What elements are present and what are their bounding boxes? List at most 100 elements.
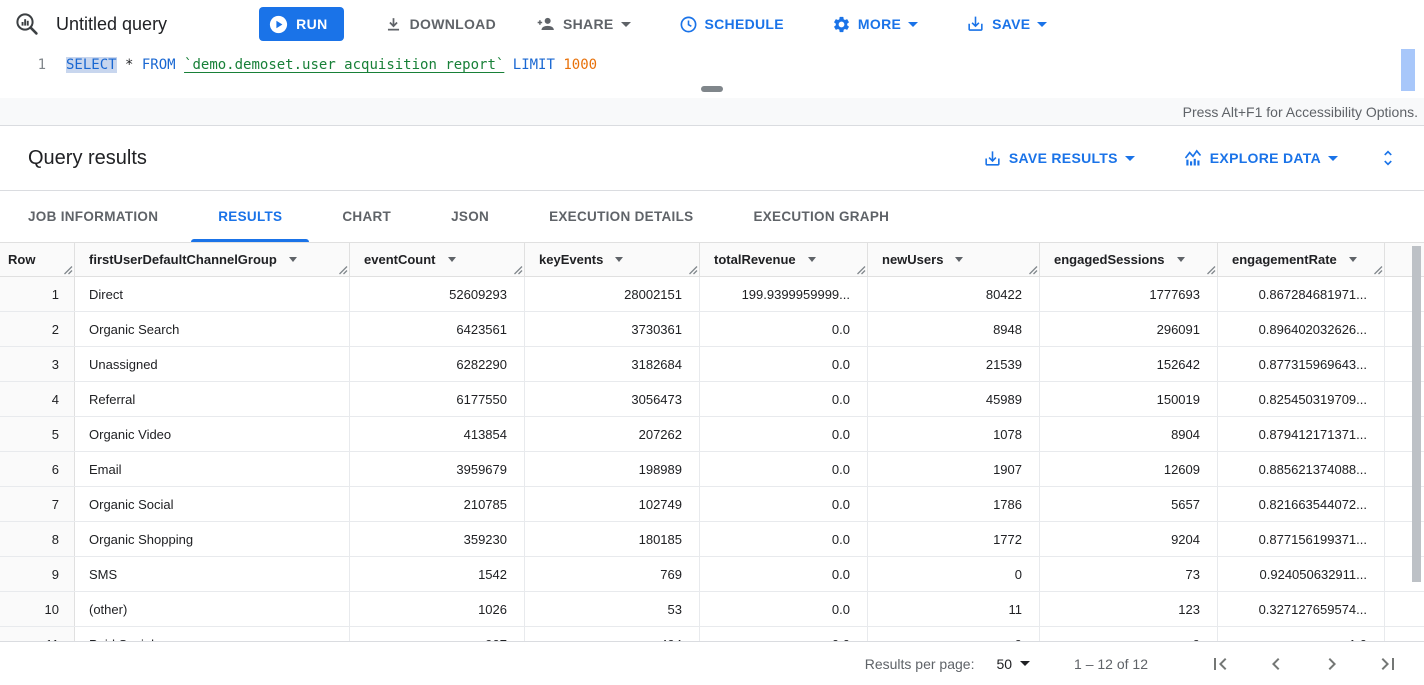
column-label: newUsers	[882, 252, 944, 267]
new-users-cell: 1907	[868, 452, 1040, 486]
table-row: 11 Paid Social 907 494 0.0 9 9 1.0	[0, 627, 1424, 641]
first-page-button[interactable]	[1208, 652, 1232, 676]
column-resize-grip[interactable]	[513, 265, 523, 275]
download-button[interactable]: DOWNLOAD	[384, 15, 496, 34]
table-row: 6 Email 3959679 198989 0.0 1907 12609 0.…	[0, 452, 1424, 487]
chevron-right-icon	[1328, 657, 1336, 670]
tab-job-information[interactable]: JOB INFORMATION	[0, 191, 188, 242]
query-editor-toolbar: Untitled query RUN DOWNLOAD SHARE SCHEDU…	[0, 0, 1424, 48]
share-button[interactable]: SHARE	[536, 14, 631, 34]
column-resize-grip[interactable]	[688, 265, 698, 275]
tab-results[interactable]: RESULTS	[188, 191, 312, 242]
column-header: Row	[0, 243, 75, 276]
column-menu-caret[interactable]	[1176, 257, 1185, 262]
line-number: 1	[37, 57, 46, 73]
table-scrollbar-thumb[interactable]	[1412, 246, 1421, 582]
column-resize-grip[interactable]	[1373, 265, 1383, 275]
share-dropdown-caret	[620, 21, 631, 27]
column-menu-caret[interactable]	[955, 257, 964, 262]
column-menu-caret[interactable]	[288, 257, 297, 262]
editor-scrollbar-thumb[interactable]	[1401, 49, 1415, 91]
save-button[interactable]: SAVE	[966, 15, 1048, 34]
channel-group-cell: SMS	[75, 557, 350, 591]
explore-data-label: EXPLORE DATA	[1209, 150, 1321, 166]
column-header: engagementRate	[1218, 243, 1385, 276]
engaged-sessions-cell: 12609	[1040, 452, 1218, 486]
sql-keyword-limit: LIMIT	[512, 57, 555, 73]
schedule-button-label: SCHEDULE	[704, 16, 784, 32]
save-results-icon	[985, 150, 1000, 166]
row-number-cell: 5	[0, 417, 75, 451]
column-resize-grip[interactable]	[338, 265, 348, 275]
column-resize-grip[interactable]	[1206, 265, 1216, 275]
row-number-cell: 10	[0, 592, 75, 626]
column-menu-caret[interactable]	[807, 257, 816, 262]
key-events-cell: 3730361	[525, 312, 700, 346]
page-size-caret	[1020, 661, 1031, 666]
total-revenue-cell: 0.0	[700, 627, 868, 641]
tab-execution-details[interactable]: EXECUTION DETAILS	[519, 191, 723, 242]
explore-data-button[interactable]: EXPLORE DATA	[1183, 148, 1338, 168]
channel-group-cell: Organic Search	[75, 312, 350, 346]
new-users-cell: 45989	[868, 382, 1040, 416]
query-results-header: Query results SAVE RESULTS EXPLORE DATA	[0, 126, 1424, 191]
key-events-cell: 3182684	[525, 347, 700, 381]
table-body: 1 Direct 52609293 28002151 199.939995999…	[0, 277, 1424, 641]
column-label: Row	[8, 252, 36, 267]
run-button[interactable]: RUN	[259, 7, 344, 41]
key-events-cell: 180185	[525, 522, 700, 556]
engagement-rate-cell: 0.327127659574...	[1218, 592, 1385, 626]
table-row: 9 SMS 1542 769 0.0 0 73 0.924050632911..…	[0, 557, 1424, 592]
more-dropdown-caret	[908, 21, 919, 27]
event-count-cell: 3959679	[350, 452, 525, 486]
query-title: Untitled query	[56, 13, 168, 34]
new-users-cell: 8948	[868, 312, 1040, 346]
event-count-cell: 210785	[350, 487, 525, 521]
tab-json[interactable]: JSON	[421, 191, 519, 242]
engaged-sessions-cell: 9	[1040, 627, 1218, 641]
column-resize-grip[interactable]	[1028, 265, 1038, 275]
results-tabs: JOB INFORMATION RESULTS CHART JSON EXECU…	[0, 191, 1424, 242]
total-revenue-cell: 0.0	[700, 382, 868, 416]
column-label: eventCount	[364, 252, 436, 267]
tab-chart[interactable]: CHART	[312, 191, 421, 242]
accessibility-bar: Press Alt+F1 for Accessibility Options.	[0, 86, 1424, 126]
row-number-cell: 6	[0, 452, 75, 486]
column-menu-caret[interactable]	[615, 257, 624, 262]
expand-results-button[interactable]	[1378, 147, 1398, 169]
row-number-cell: 9	[0, 557, 75, 591]
column-menu-caret[interactable]	[1348, 257, 1357, 262]
tab-execution-graph[interactable]: EXECUTION GRAPH	[723, 191, 919, 242]
engaged-sessions-cell: 123	[1040, 592, 1218, 626]
last-page-button[interactable]	[1376, 652, 1400, 676]
column-menu-caret[interactable]	[447, 257, 456, 262]
channel-group-cell: Organic Social	[75, 487, 350, 521]
previous-page-button[interactable]	[1264, 652, 1288, 676]
pane-resize-handle[interactable]	[701, 86, 723, 92]
next-page-button[interactable]	[1320, 652, 1344, 676]
column-resize-grip[interactable]	[63, 265, 73, 275]
sql-table-reference-link[interactable]: `demo.demoset.user_acquisition_report`	[184, 57, 505, 73]
engaged-sessions-cell: 1777693	[1040, 277, 1218, 311]
row-number-cell: 3	[0, 347, 75, 381]
column-label: engagementRate	[1232, 252, 1337, 267]
channel-group-cell: Referral	[75, 382, 350, 416]
save-results-button[interactable]: SAVE RESULTS	[983, 149, 1135, 168]
page-size-select[interactable]: 50	[996, 655, 1031, 672]
table-row: 1 Direct 52609293 28002151 199.939995999…	[0, 277, 1424, 312]
key-events-cell: 494	[525, 627, 700, 641]
channel-group-cell: (other)	[75, 592, 350, 626]
page-size-value: 50	[996, 655, 1013, 672]
sql-limit-value: 1000	[563, 57, 598, 73]
more-button[interactable]: MORE	[832, 15, 919, 34]
sql-code-line[interactable]: SELECT * FROM `demo.demoset.user_acquisi…	[66, 57, 597, 73]
row-number-cell: 7	[0, 487, 75, 521]
tab-label: RESULTS	[218, 209, 283, 224]
table-row: 8 Organic Shopping 359230 180185 0.0 177…	[0, 522, 1424, 557]
schedule-button[interactable]: SCHEDULE	[679, 15, 784, 34]
event-count-cell: 6282290	[350, 347, 525, 381]
table-row: 7 Organic Social 210785 102749 0.0 1786 …	[0, 487, 1424, 522]
engaged-sessions-cell: 9204	[1040, 522, 1218, 556]
sql-keyword-from: FROM	[141, 57, 176, 73]
column-resize-grip[interactable]	[856, 265, 866, 275]
